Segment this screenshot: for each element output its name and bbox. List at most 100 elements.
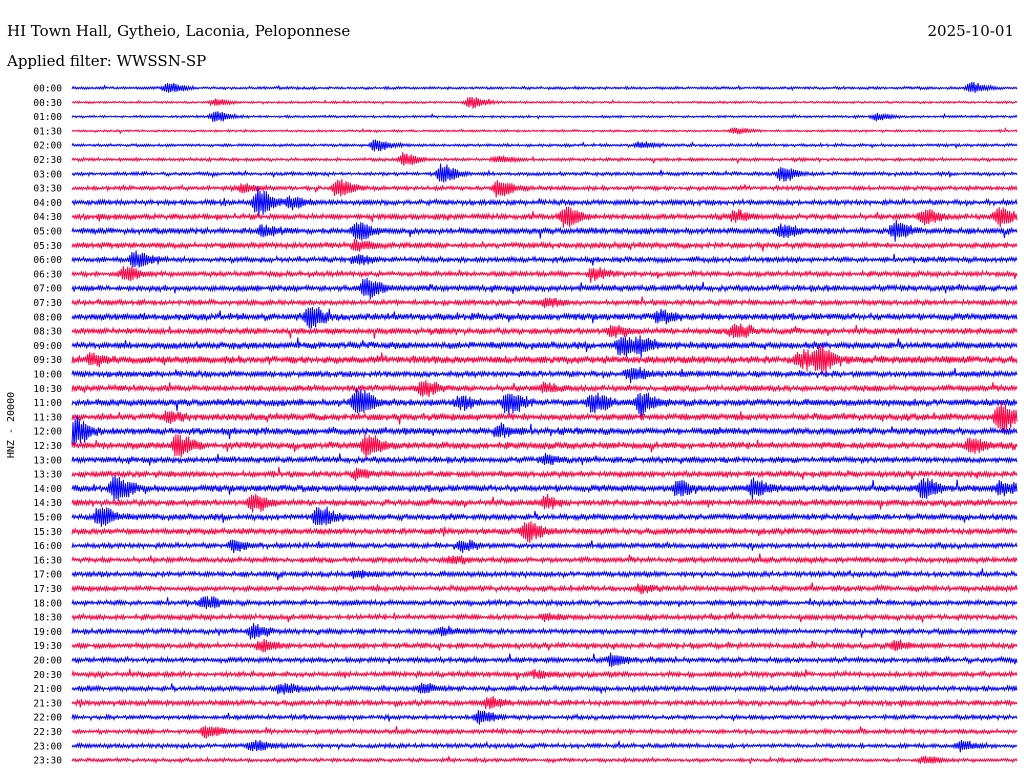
- seismic-trace: [71, 725, 1018, 739]
- row-time-label: 00:00: [33, 84, 62, 95]
- row-time-label: 07:30: [33, 298, 62, 309]
- station-title: HI Town Hall, Gytheio, Laconia, Peloponn…: [7, 22, 351, 40]
- row-time-label: 20:00: [33, 656, 62, 667]
- seismic-trace: [71, 81, 1018, 93]
- seismic-trace: [71, 306, 1018, 329]
- seismic-trace: [71, 296, 1018, 309]
- seismic-trace: [71, 596, 1018, 609]
- row-time-label: 15:30: [33, 527, 62, 538]
- seismic-trace: [71, 612, 1018, 623]
- seismic-trace: [71, 97, 1018, 109]
- row-time-label: 05:30: [33, 241, 62, 252]
- seismic-trace: [71, 638, 1018, 653]
- row-time-label: 14:30: [33, 498, 62, 509]
- row-time-label: 13:30: [33, 470, 62, 481]
- row-time-label: 21:30: [33, 698, 62, 709]
- row-time-label: 10:30: [33, 384, 62, 395]
- row-time-label: 23:30: [33, 756, 62, 767]
- row-time-label: 10:00: [33, 370, 62, 381]
- row-time-label: 05:00: [33, 227, 62, 238]
- seismic-trace: [71, 401, 1018, 433]
- seismic-trace: [71, 475, 1018, 501]
- seismic-trace: [71, 186, 1018, 217]
- seismic-trace: [71, 452, 1018, 466]
- tick-labels-group: 00:00 00:30 01:00 01:30 02:00 02:30 03:00 03:30…: [33, 84, 62, 767]
- seismic-trace: [71, 277, 1018, 300]
- row-time-label: 13:00: [33, 455, 62, 466]
- row-time-label: 17:30: [33, 584, 62, 595]
- seismic-trace: [71, 755, 1018, 764]
- row-time-label: 04:30: [33, 212, 62, 223]
- filter-label: Applied filter: WWSSN-SP: [7, 52, 207, 70]
- traces-group: [71, 81, 1018, 764]
- seismic-trace: [71, 521, 1018, 544]
- row-time-label: 22:30: [33, 727, 62, 738]
- row-time-label: 01:00: [33, 112, 62, 123]
- row-time-label: 21:00: [33, 684, 62, 695]
- seismic-trace: [71, 553, 1018, 565]
- seismic-trace: [71, 179, 1018, 198]
- seismic-trace: [71, 152, 1018, 166]
- seismic-trace: [71, 623, 1018, 640]
- seismic-trace: [71, 335, 1018, 358]
- y-axis-label: HNZ - 20000: [6, 392, 17, 458]
- seismic-trace: [71, 539, 1018, 553]
- seismic-trace: [71, 206, 1018, 228]
- seismic-trace: [71, 139, 1018, 152]
- row-time-label: 20:30: [33, 670, 62, 681]
- row-time-label: 12:30: [33, 441, 62, 452]
- row-time-label: 22:00: [33, 713, 62, 724]
- row-time-label: 00:30: [33, 98, 62, 109]
- row-time-label: 11:30: [33, 412, 62, 423]
- seismic-trace: [71, 388, 1018, 421]
- seismic-trace: [71, 739, 1018, 753]
- row-time-label: 19:00: [33, 627, 62, 638]
- seismic-trace: [71, 466, 1018, 481]
- row-time-label: 07:00: [33, 284, 62, 295]
- row-time-label: 01:30: [33, 126, 62, 137]
- row-time-label: 03:30: [33, 184, 62, 195]
- row-time-label: 02:00: [33, 141, 62, 152]
- row-time-label: 06:30: [33, 269, 62, 280]
- row-time-label: 14:00: [33, 484, 62, 495]
- row-time-label: 16:30: [33, 555, 62, 566]
- seismic-trace: [71, 696, 1018, 710]
- seismic-trace: [71, 219, 1018, 242]
- seismic-trace: [71, 163, 1018, 183]
- row-time-label: 12:00: [33, 427, 62, 438]
- row-time-label: 08:00: [33, 312, 62, 323]
- seismic-trace: [71, 582, 1018, 595]
- row-time-label: 02:30: [33, 155, 62, 166]
- seismic-trace: [71, 415, 1018, 448]
- seismic-trace: [71, 682, 1018, 695]
- seismic-trace: [71, 506, 1018, 527]
- row-time-label: 04:00: [33, 198, 62, 209]
- row-time-label: 08:30: [33, 327, 62, 338]
- row-time-label: 19:30: [33, 641, 62, 652]
- row-time-label: 18:30: [33, 613, 62, 624]
- row-time-label: 23:00: [33, 741, 62, 752]
- row-time-label: 09:00: [33, 341, 62, 352]
- row-time-label: 18:00: [33, 598, 62, 609]
- row-time-label: 17:00: [33, 570, 62, 581]
- seismic-trace: [71, 434, 1018, 459]
- seismic-trace: [71, 345, 1018, 374]
- seismic-trace: [71, 493, 1018, 513]
- seismic-trace: [71, 239, 1018, 252]
- seismic-trace: [71, 380, 1018, 398]
- seismic-trace: [71, 709, 1018, 725]
- seismic-trace: [71, 250, 1018, 268]
- row-time-label: 06:00: [33, 255, 62, 266]
- seismic-trace: [71, 652, 1018, 668]
- date-label: 2025-10-01: [927, 22, 1014, 40]
- seismic-trace: [71, 126, 1018, 135]
- row-time-label: 16:00: [33, 541, 62, 552]
- seismic-trace: [71, 568, 1018, 581]
- seismic-trace: [71, 323, 1018, 339]
- row-time-label: 03:00: [33, 169, 62, 180]
- seismic-trace: [71, 669, 1018, 681]
- row-time-label: 09:30: [33, 355, 62, 366]
- row-time-label: 11:00: [33, 398, 62, 409]
- seismic-trace: [71, 366, 1018, 384]
